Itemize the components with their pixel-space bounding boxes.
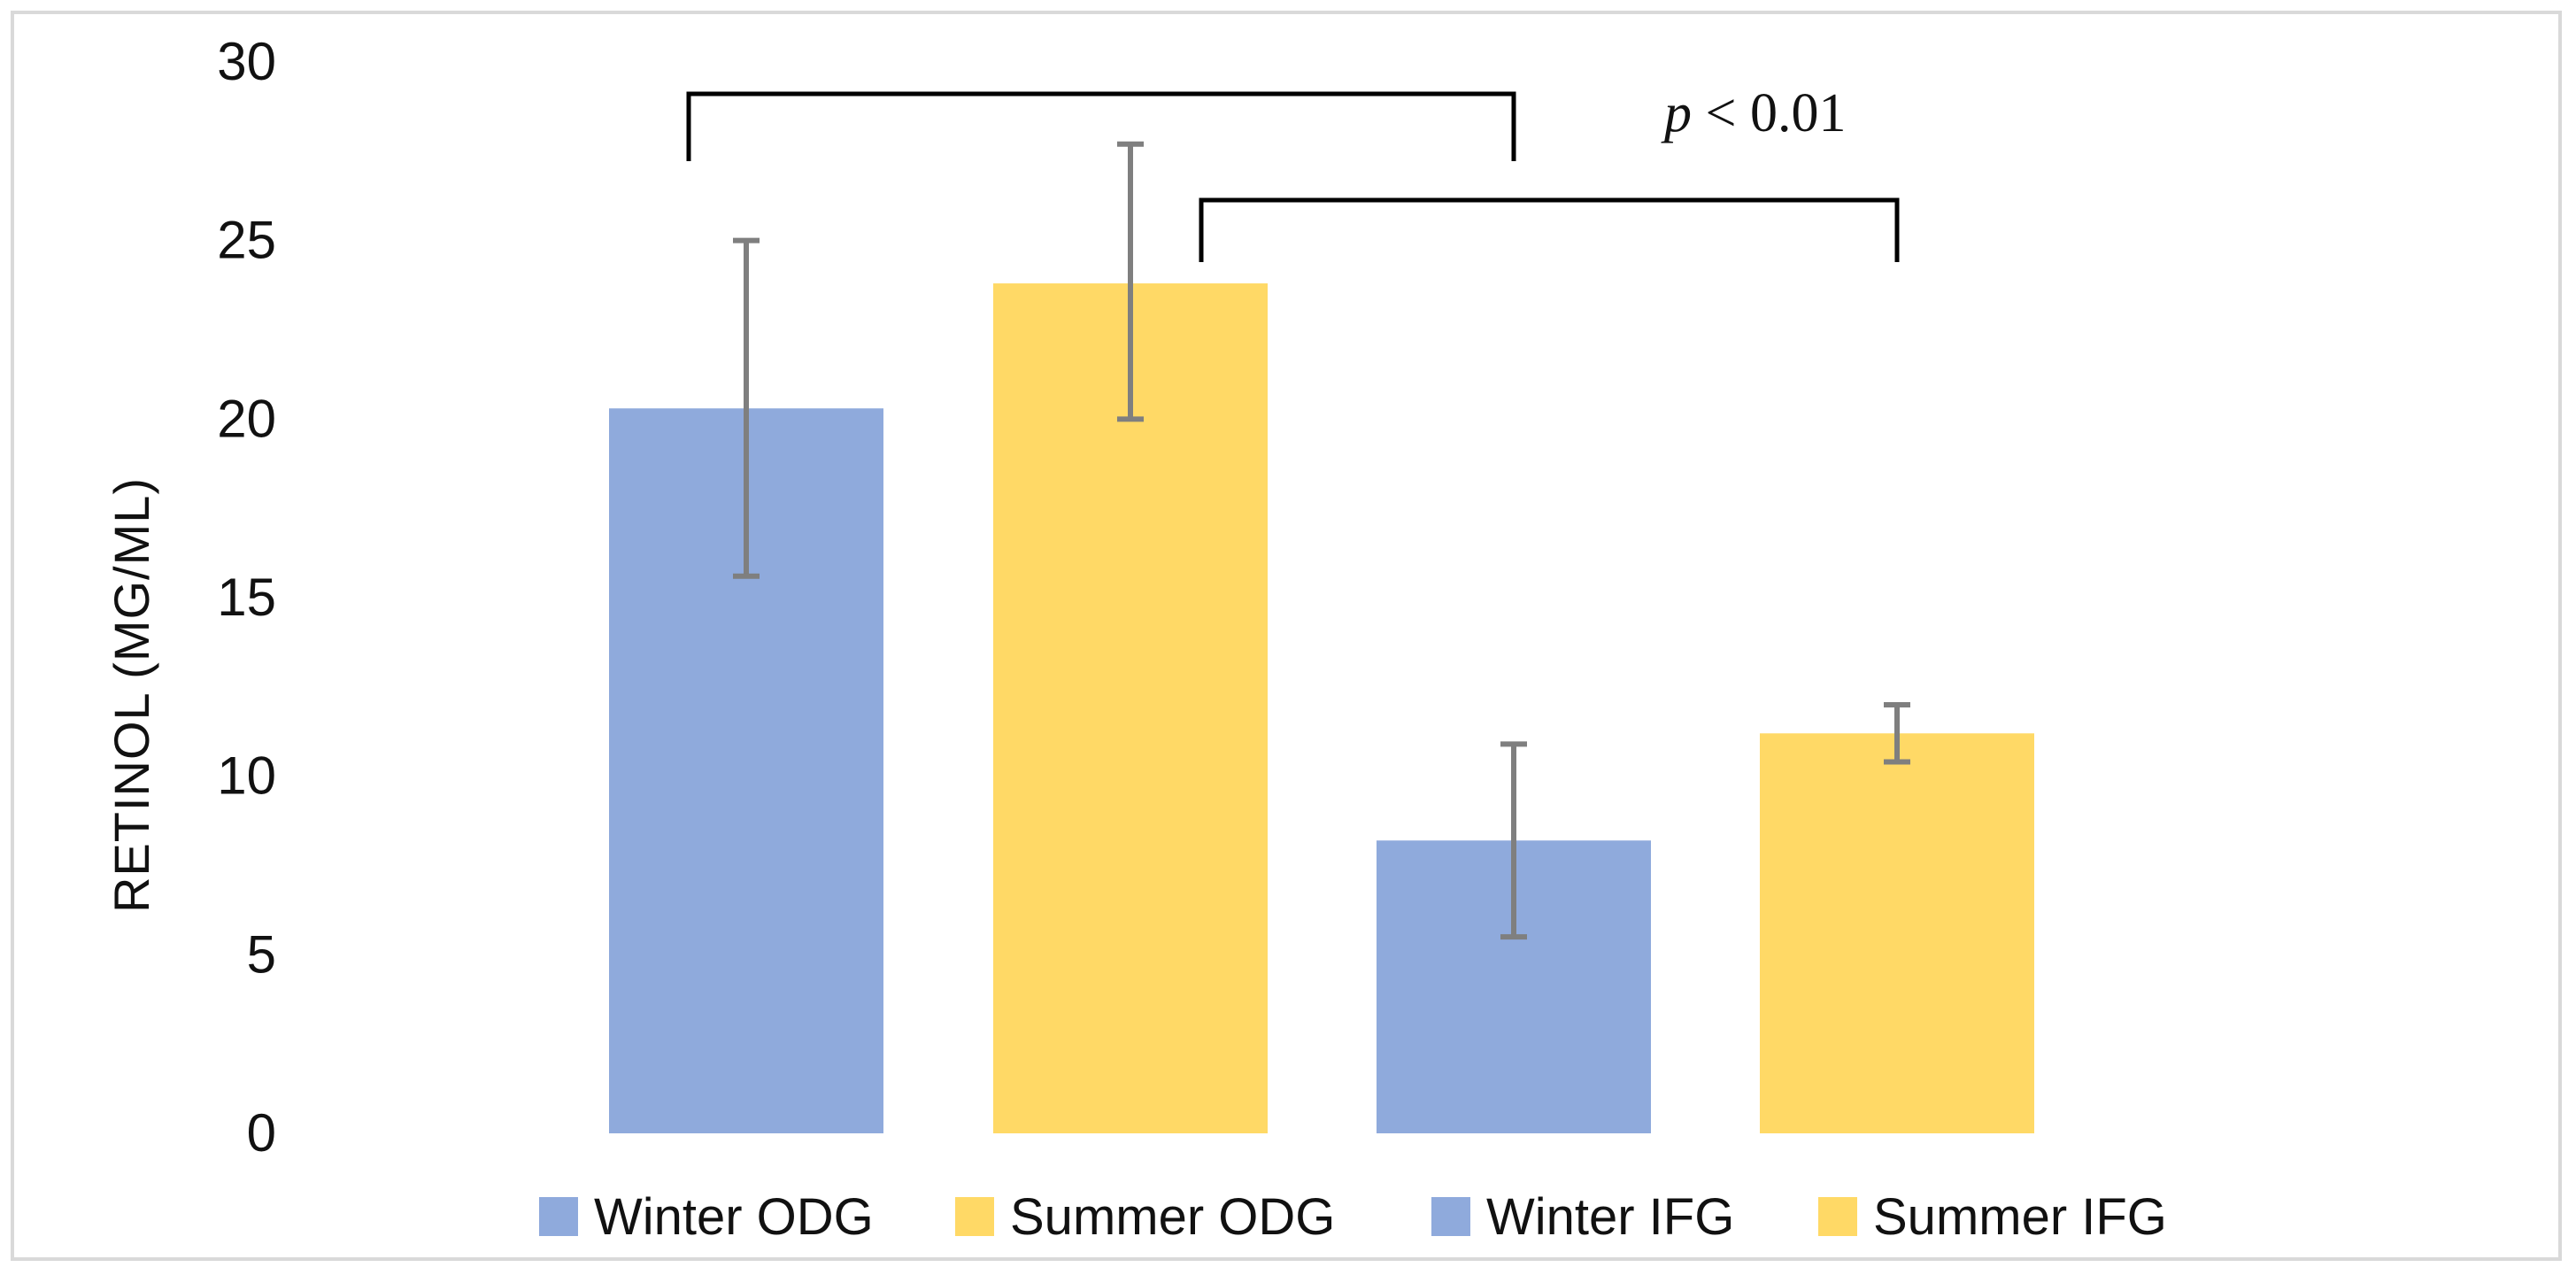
y-tick-label: 0 [247,1103,276,1163]
y-axis-title: RETINOL (MG/ML) [104,477,159,913]
y-tick-label: 15 [217,568,276,627]
error-bars [733,141,1910,940]
legend-entry: Winter ODG [539,1188,874,1246]
legend-swatch [955,1197,994,1236]
legend-swatch [1431,1197,1470,1236]
legend-label: Summer ODG [1010,1188,1335,1246]
significance-label: p < 0.01 [1661,83,1846,143]
legend-swatch [1818,1197,1857,1236]
chart-frame [11,11,2562,1261]
legend: Winter ODG Summer ODG Winter IFG Summer IFG [539,1188,2167,1246]
error-bar [733,237,760,579]
error-bar [1500,741,1527,940]
error-bar [1117,141,1144,422]
y-tick-label: 25 [217,211,276,270]
legend-swatch [539,1197,578,1236]
p-threshold: < 0.01 [1692,83,1846,143]
error-bar [1884,702,1910,765]
legend-label: Summer IFG [1873,1188,2167,1246]
bar-summer-ifg [1760,733,2034,1133]
legend-label: Winter ODG [594,1188,874,1246]
y-tick-label: 10 [217,746,276,806]
significance-brackets [686,91,1900,262]
y-tick-label: 5 [247,924,276,984]
legend-entry: Winter IFG [1431,1188,1734,1246]
legend-entry: Summer ODG [955,1188,1335,1246]
legend-label: Winter IFG [1486,1188,1734,1246]
y-axis-ticks: 0 5 10 15 20 25 30 [217,32,276,1163]
significance-bracket [1199,197,1900,262]
y-tick-label: 20 [217,389,276,448]
legend-entry: Summer IFG [1818,1188,2167,1246]
p-symbol: p [1661,83,1692,143]
bars [609,283,2034,1134]
bar-summer-odg [993,283,1268,1134]
y-tick-label: 30 [217,32,276,91]
significance-bracket [686,91,1516,161]
